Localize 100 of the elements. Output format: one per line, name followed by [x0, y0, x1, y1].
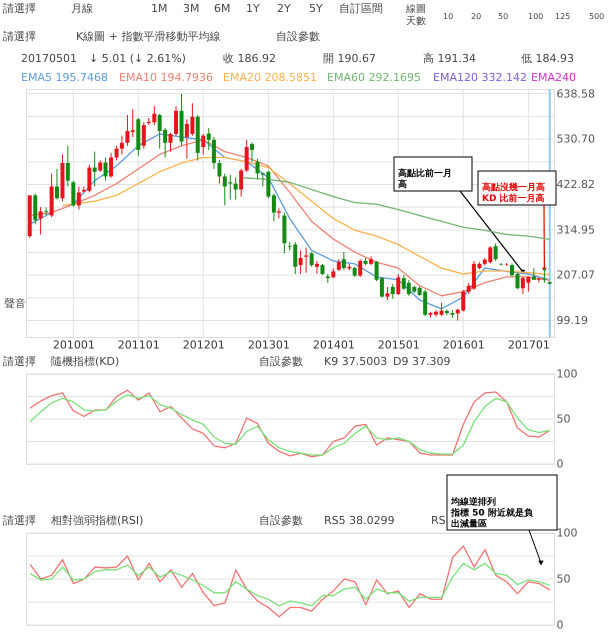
text: 125	[555, 12, 570, 21]
text: 2Y	[277, 2, 291, 15]
text: EMA60 292.1695	[327, 71, 421, 84]
x-tick-label: 201701	[508, 338, 550, 352]
text: D9 37.309	[393, 355, 450, 368]
x-tick-label: 201001	[52, 338, 95, 352]
text: ↓ 5.01 (↓ 2.61%)	[89, 52, 186, 65]
text: 請選擇	[3, 355, 36, 368]
text: K9 37.5003	[324, 355, 388, 368]
text: EMA240	[531, 71, 576, 84]
x-tick-label: 201201	[182, 338, 225, 352]
text: 50	[498, 12, 508, 21]
candlestick	[206, 128, 211, 150]
text: 20170501	[21, 52, 77, 65]
text: EMA10 194.7936	[119, 71, 213, 84]
text: 低 184.93	[521, 52, 574, 65]
candlestick	[244, 139, 249, 172]
candlestick	[71, 180, 76, 208]
x-tick-label: 201301	[248, 338, 290, 352]
candlestick	[38, 206, 43, 235]
y-tick-label: 0	[556, 458, 564, 470]
candlestick	[234, 177, 238, 200]
text: 20	[471, 12, 482, 21]
annotation: 聲音	[4, 297, 26, 310]
text: 相對強弱指標(RSI)	[51, 514, 144, 527]
text: 自設參數	[276, 30, 320, 43]
text: 自訂區間	[339, 2, 383, 15]
text: 3M	[183, 2, 200, 15]
text: 高 191.34	[423, 52, 476, 65]
candlestick	[92, 151, 97, 188]
y-tick-label: 422.82	[556, 178, 595, 191]
candlestick	[239, 168, 244, 198]
text: 自設參數	[259, 514, 303, 527]
candlestick	[168, 132, 172, 152]
text: K線圖 + 指數平滑移動平均線	[76, 30, 220, 43]
text: 500	[589, 12, 604, 21]
candlestick	[201, 133, 206, 156]
x-tick-label: 201401	[312, 338, 355, 352]
line-series	[29, 562, 551, 606]
candlestick	[310, 252, 314, 268]
candlestick	[298, 250, 303, 274]
candlestick	[331, 268, 336, 279]
candlestick	[120, 135, 124, 156]
text: 請選擇	[3, 2, 36, 15]
text: EMA5 195.7468	[21, 71, 108, 84]
text: RS5 38.0299	[324, 514, 395, 527]
text: 月線	[71, 2, 93, 15]
candlestick	[174, 106, 178, 136]
text: RS	[431, 514, 446, 527]
text: 收 186.92	[223, 52, 276, 65]
text: EMA120 332.142	[433, 71, 527, 84]
candlestick	[314, 260, 319, 274]
x-tick-label: 201501	[378, 338, 420, 352]
text: 開 190.67	[323, 52, 376, 65]
text: 請選擇	[3, 30, 36, 43]
x-tick-label: 201101	[118, 338, 160, 352]
candlestick	[342, 252, 346, 270]
line-series	[29, 545, 551, 618]
y-tick-label: 314.95	[556, 223, 595, 236]
y-tick-label: 100	[556, 526, 578, 540]
candlestick	[250, 142, 254, 162]
text: 5Y	[309, 2, 323, 15]
y-tick-label: 50	[556, 412, 570, 426]
text: 1M	[151, 2, 168, 15]
candlestick	[390, 284, 395, 300]
candlestick	[76, 186, 81, 210]
candlestick	[104, 157, 108, 182]
y-tick-label: 530.70	[556, 132, 595, 146]
text: EMA20 208.5851	[223, 71, 317, 84]
candlestick	[256, 158, 260, 180]
candlestick	[396, 273, 400, 296]
text: 均線逆排列指標 50 附近就是負出減量區	[450, 496, 534, 530]
y-tick-label: 207.07	[556, 268, 595, 282]
y-tick-label: 99.19	[556, 314, 588, 328]
candlestick	[494, 242, 498, 262]
annotation: 高點沒幾一月高KD 比前一月高	[482, 182, 545, 204]
candlestick	[142, 122, 146, 150]
text: 100	[528, 12, 544, 21]
candlestick	[352, 266, 357, 278]
text: 自設參數	[259, 355, 303, 368]
annotation: 高點比前一月高	[398, 168, 452, 190]
candlestick	[320, 263, 324, 276]
text: 10	[443, 12, 454, 21]
candlestick	[217, 160, 222, 184]
y-tick-label: 100	[556, 368, 578, 380]
candlestick	[98, 160, 102, 172]
candlestick	[358, 258, 362, 278]
y-tick-label: 0	[556, 618, 564, 632]
text: 6M	[214, 2, 230, 15]
candlestick	[212, 136, 216, 170]
y-tick-label: 50	[556, 572, 570, 586]
candlestick	[109, 152, 114, 178]
x-tick-label: 201601	[442, 338, 485, 352]
text: 請選擇	[3, 514, 36, 527]
text: 隨機指標(KD)	[51, 355, 120, 368]
candlestick	[152, 106, 156, 126]
candlestick	[54, 168, 59, 200]
candlestick	[114, 145, 119, 161]
text: 線圖天數	[405, 4, 426, 27]
candlestick	[66, 145, 70, 188]
